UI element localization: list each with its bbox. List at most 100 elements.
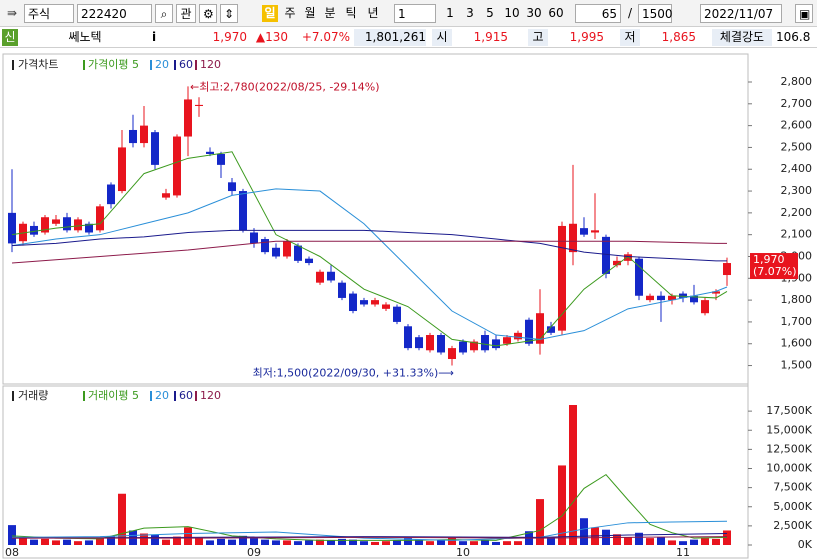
low: 1,865 [661, 30, 696, 44]
settings-button[interactable]: ⚙ [199, 4, 217, 23]
volume-bar [107, 536, 115, 545]
x-tick-label: 08 [5, 546, 19, 559]
candle-body [74, 219, 82, 231]
interval-button[interactable]: 10 [504, 6, 520, 20]
menu-icon[interactable]: ⇛ [7, 6, 18, 20]
toolbar: ⇛ 주식 222420 ⌕ 관 ⚙ ⇕ 일 주 월 분 틱 년 1 1 3 5 … [0, 0, 817, 27]
period-button[interactable]: 년 [367, 6, 379, 20]
volume-bar [162, 539, 170, 545]
volume-bar [514, 541, 522, 545]
legend-entry: 거래이평 5 [88, 389, 139, 402]
info-button[interactable]: i [151, 30, 157, 44]
volume-bar [316, 539, 324, 545]
y-tick-label: 2,200 [781, 206, 813, 219]
y-tick-label: 2,500 [781, 140, 813, 153]
market-select[interactable]: 주식 [24, 4, 74, 23]
candle-body [415, 337, 423, 349]
candle-body [624, 254, 632, 261]
y-tick-label: 5,000K [773, 500, 812, 513]
candle-body [437, 335, 445, 353]
interval-button[interactable]: 30 [526, 6, 542, 20]
volume-bar [657, 537, 665, 545]
candle-body [85, 223, 93, 233]
moving-average [11, 240, 727, 264]
candle-body [250, 232, 258, 244]
candle-body [547, 326, 555, 333]
y-tick-label: 12,500K [766, 442, 812, 455]
candle-body [8, 212, 16, 244]
y-tick-label: 15,000K [766, 423, 812, 436]
candle-body [151, 132, 159, 165]
total-input[interactable]: 1500 [638, 4, 673, 23]
volume-bar [470, 541, 478, 545]
volume-bar [569, 405, 577, 545]
annotation: 최저:1,500(2022/09/30, +31.33%)⟶ [253, 367, 455, 380]
high-label: 고 [528, 29, 548, 46]
y-tick-label: 1,600 [781, 337, 813, 350]
unit-select[interactable]: 1 [394, 4, 436, 23]
chart-area: 1,5001,6001,7001,8001,9002,0002,1002,200… [2, 53, 813, 559]
count-input[interactable]: 65 [575, 4, 621, 23]
period-button[interactable]: 주 [284, 6, 296, 20]
window-button[interactable]: ▣ [795, 4, 813, 23]
volume-bar [503, 541, 511, 545]
candle-body [129, 129, 137, 144]
volume-bar [690, 539, 698, 545]
candle-body [525, 319, 533, 344]
volume: 1,801,261 [354, 29, 426, 46]
volume-bar [41, 538, 49, 545]
candle-body [558, 225, 566, 331]
candle-body [63, 217, 71, 231]
date-input[interactable]: 2022/11/07 [700, 4, 782, 23]
legend-title: 가격차트 [18, 58, 58, 71]
candle-body [602, 236, 610, 274]
volume-bar [85, 540, 93, 545]
interval-button[interactable]: 60 [548, 6, 564, 20]
volume-bar [118, 493, 126, 545]
period-button[interactable]: 틱 [345, 6, 357, 20]
period-button[interactable]: 월 [304, 6, 316, 20]
interval-button[interactable]: 5 [486, 6, 494, 20]
volume-bar [624, 537, 632, 545]
volume-bar [184, 527, 192, 545]
search-button[interactable]: ⌕ [155, 4, 173, 23]
separator: / [627, 6, 633, 20]
period-button[interactable]: 분 [324, 6, 336, 20]
price: 1,970 [212, 30, 247, 44]
period-button[interactable]: 일 [262, 5, 278, 22]
volume-bar [679, 541, 687, 545]
volume-bar [481, 540, 489, 545]
candle-body [404, 326, 412, 349]
legend-marker [150, 60, 152, 70]
candle-body [701, 300, 709, 314]
volume-bar [8, 525, 16, 545]
candle-body [239, 191, 247, 231]
volume-bar [30, 539, 38, 545]
candle-body [52, 219, 60, 224]
legend-marker [174, 391, 176, 401]
volume-bar [712, 538, 720, 545]
volume-bar [272, 540, 280, 545]
volume-bar [338, 538, 346, 545]
candle-body [338, 282, 346, 298]
volume-bar [536, 499, 544, 545]
volume-bar [206, 540, 214, 545]
stock-name: 쎄노텍 [68, 30, 102, 44]
candle-body [107, 184, 115, 205]
volume-bar [613, 534, 621, 545]
candle-body [228, 182, 236, 192]
watch-button[interactable]: 관 [176, 4, 196, 23]
candle-body [426, 335, 434, 351]
volume-bar [668, 540, 676, 545]
scroll-button[interactable]: ⇕ [220, 4, 238, 23]
candle-body [635, 258, 643, 296]
volume-bar [437, 540, 445, 545]
volume-bar [360, 541, 368, 545]
code-input[interactable]: 222420 [77, 4, 152, 23]
candle-body [503, 337, 511, 344]
volume-bar [327, 540, 335, 545]
interval-button[interactable]: 3 [466, 6, 474, 20]
y-tick-label: 7,500K [773, 481, 812, 494]
volume-bar [63, 539, 71, 545]
interval-button[interactable]: 1 [446, 6, 454, 20]
